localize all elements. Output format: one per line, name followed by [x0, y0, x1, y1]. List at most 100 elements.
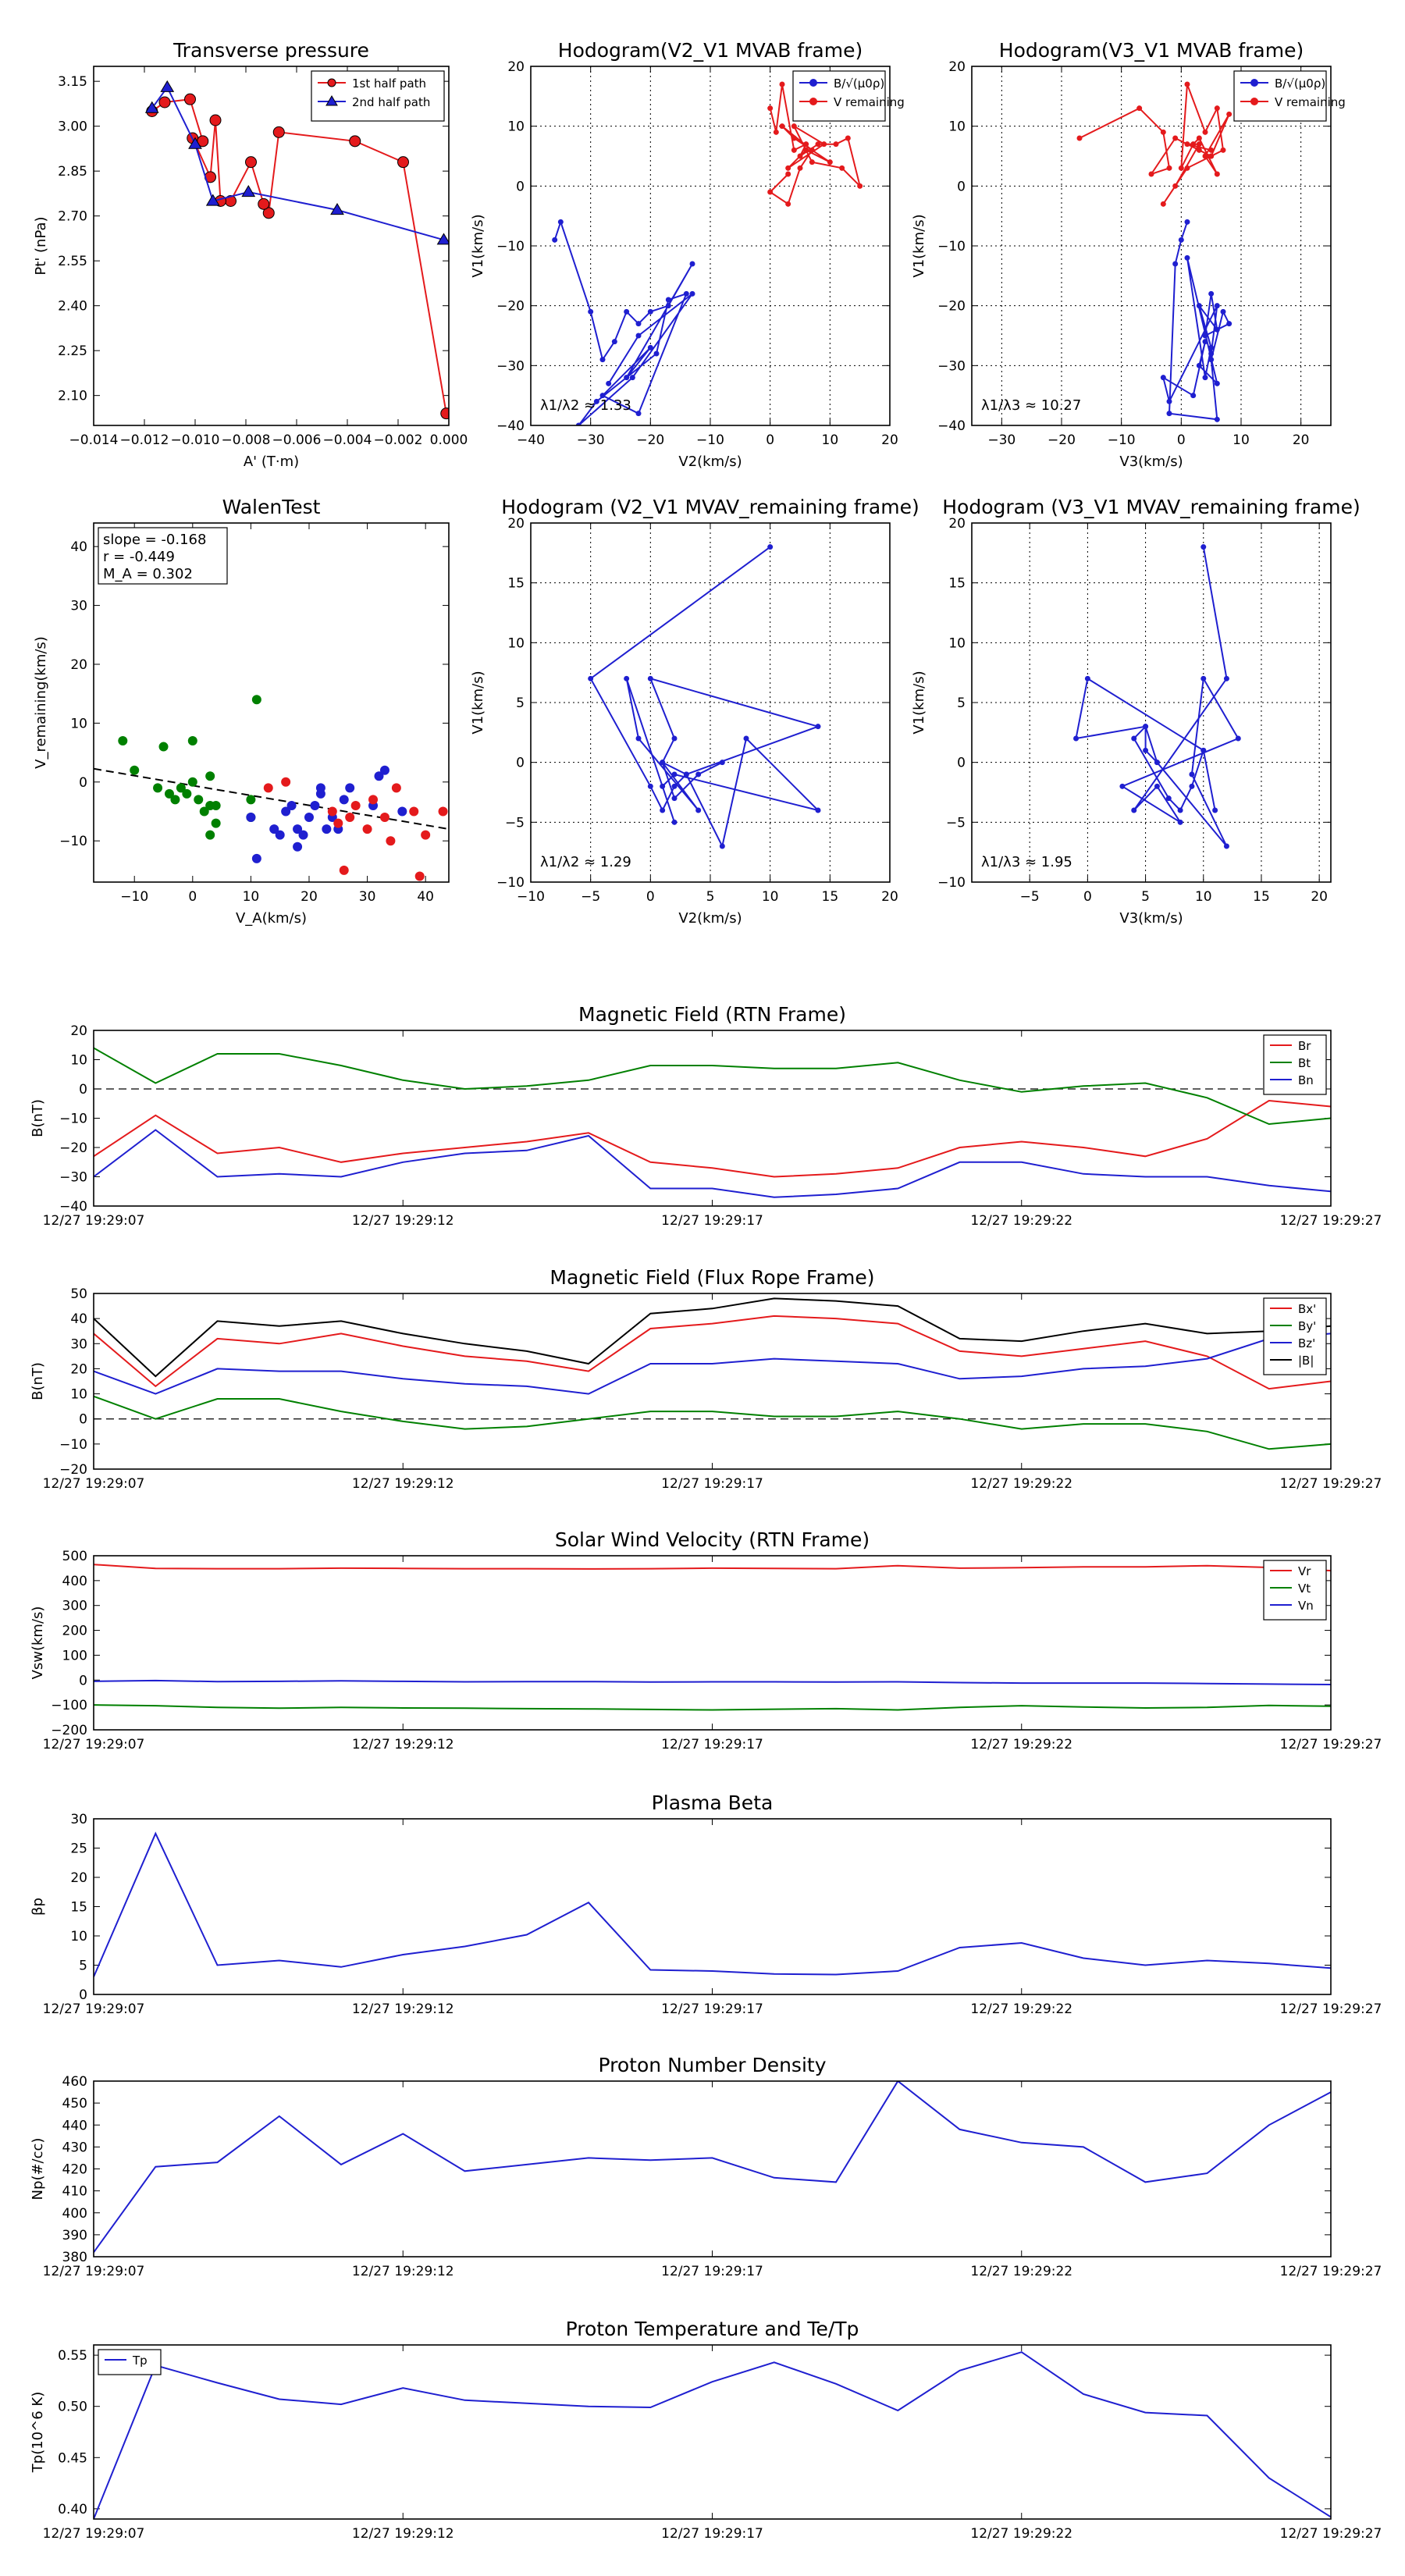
- hodogram_v2v1_mvav-ytick-label: 15: [507, 576, 525, 592]
- plasma_beta-xtick-label: 12/27 19:29:17: [661, 2001, 763, 2017]
- walen_test-point: [368, 795, 379, 805]
- plasma_beta-xtick-label: 12/27 19:29:22: [970, 2001, 1072, 2017]
- hodogram_v2v1_mvav-point: [743, 735, 749, 742]
- magnetic_field_fluxrope-ytick-label: 0: [79, 1412, 87, 1428]
- hodogram_v2v1_mvab-point: [653, 350, 660, 357]
- hodogram_v2v1_mvab-axes-frame: [530, 66, 891, 426]
- proton_temperature-chart: 0.40 0.45 0.50 0.55 12/27 19:29:07 12/27 19:2…: [30, 2318, 1382, 2542]
- hodogram_v2v1_mvab-point: [599, 393, 606, 399]
- hodogram_v3v1_mvav-point: [1235, 735, 1241, 742]
- hodogram_v3v1_mvav-point: [1189, 783, 1195, 789]
- transverse_pressure-point: [349, 135, 361, 148]
- walen_test-point: [327, 806, 337, 817]
- proton_density-ytick-label: 410: [62, 2184, 87, 2200]
- hodogram_v2v1_mvab-chart: −40 −30 −20 −10 0 10 20 −40 −30 −20 −10 0 10 20 V2(km/…: [470, 39, 905, 470]
- walen_test-point: [345, 783, 355, 793]
- transverse_pressure-point: [272, 126, 285, 138]
- hodogram_v3v1_mvab-point: [1196, 141, 1202, 148]
- plasma_beta-xtick-label: 12/27 19:29:07: [43, 2001, 145, 2017]
- plasma_beta-ylabel: βp: [30, 1898, 46, 1916]
- magnetic_field_rtn-xtick-label: 12/27 19:29:22: [970, 1213, 1072, 1229]
- magnetic_field_rtn-series-line-0: [94, 1099, 1331, 1178]
- hodogram_v3v1_mvav-point: [1177, 819, 1183, 825]
- hodogram_v3v1_mvab-annotation: λ1/λ3 ≈ 10.27: [981, 397, 1081, 414]
- transverse_pressure-legend-marker: [327, 78, 336, 87]
- hodogram_v2v1_mvav-ytick-label: 0: [516, 756, 525, 771]
- hodogram_v2v1_mvav-ytick-label: −5: [505, 815, 525, 831]
- hodogram_v2v1_mvav-point: [671, 783, 678, 789]
- hodogram_v2v1_mvab-point: [821, 141, 827, 148]
- transverse_pressure-axes-frame: [93, 66, 450, 426]
- hodogram_v3v1_mvab-point: [1160, 375, 1166, 381]
- hodogram_v2v1_mvab-point: [779, 81, 785, 87]
- magnetic_field_rtn-series-line-1: [94, 1047, 1331, 1126]
- walen_test-point: [414, 871, 425, 881]
- proton_temperature-legend-label: Tp: [132, 2354, 148, 2368]
- hodogram_v3v1_mvav-point: [1143, 724, 1149, 730]
- hodogram_v3v1_mvab-point: [1160, 129, 1166, 135]
- hodogram_v3v1_mvab-point: [1076, 135, 1083, 141]
- hodogram_v3v1_mvab-point: [1202, 333, 1208, 339]
- magnetic_field_rtn-ytick-label: −40: [59, 1199, 87, 1215]
- hodogram_v2v1_mvab-point: [809, 159, 815, 165]
- hodogram_v3v1_mvav-point: [1189, 771, 1195, 777]
- hodogram_v2v1_mvav-ytick-label: −10: [496, 875, 525, 891]
- hodogram_v3v1_mvav-xlabel: V3(km/s): [1119, 910, 1183, 927]
- magnetic_field_rtn-xtick-label: 12/27 19:29:12: [352, 1213, 454, 1229]
- walen_test-point: [246, 795, 256, 805]
- magnetic_field_rtn-ylabel: B(nT): [30, 1099, 46, 1137]
- walen_test-point: [187, 736, 197, 746]
- magnetic_field_fluxrope-ytick-label: 50: [70, 1286, 87, 1302]
- walen_test-xtick-label: 20: [301, 889, 318, 905]
- hodogram_v3v1_mvab-xtick-label: −20: [1048, 432, 1076, 448]
- transverse_pressure-ytick-label: 3.00: [58, 119, 87, 135]
- hodogram_v3v1_mvab-point: [1226, 321, 1232, 327]
- hodogram_v2v1_mvav-point: [635, 735, 642, 742]
- walen_test-point: [350, 800, 361, 810]
- solar_wind_velocity-ytick-label: −200: [51, 1723, 87, 1738]
- walen_test-point: [158, 742, 169, 752]
- hodogram_v2v1_mvab-ytick-label: 0: [516, 179, 525, 194]
- hodogram_v2v1_mvav-annotation: λ1/λ2 ≈ 1.29: [540, 854, 631, 870]
- hodogram_v3v1_mvav-title: Hodogram (V3_V1 MVAV_remaining frame): [942, 496, 1361, 518]
- hodogram_v3v1_mvav-xtick-label: 5: [1141, 889, 1150, 905]
- hodogram_v3v1_mvab-legend-marker: [1250, 98, 1258, 105]
- walen_test-point: [281, 777, 291, 787]
- hodogram_v3v1_mvab-point: [1214, 303, 1220, 309]
- hodogram_v3v1_mvav-point: [1131, 735, 1137, 742]
- hodogram_v3v1_mvav-point: [1212, 807, 1218, 813]
- walen_test-point: [304, 813, 314, 823]
- magnetic_field_fluxrope-title: Magnetic Field (Flux Rope Frame): [550, 1266, 874, 1289]
- magnetic_field_rtn-title: Magnetic Field (RTN Frame): [578, 1003, 846, 1026]
- walen_test-point: [153, 783, 163, 793]
- proton_density-ytick-label: 450: [62, 2096, 87, 2112]
- hodogram_v2v1_mvab-point: [606, 380, 612, 386]
- hodogram_v2v1_mvab-xlabel: V2(km/s): [678, 454, 742, 470]
- proton_density-ytick-label: 420: [62, 2162, 87, 2178]
- hodogram_v3v1_mvab-legend: [1233, 70, 1327, 122]
- hodogram_v3v1_mvav-point: [1165, 795, 1172, 802]
- magnetic_field_fluxrope-xtick-label: 12/27 19:29:17: [661, 1476, 763, 1492]
- hodogram_v2v1_mvab-legend-marker: [809, 98, 817, 105]
- hodogram_v3v1_mvab-point: [1202, 129, 1208, 135]
- magnetic_field_rtn-xtick-label: 12/27 19:29:27: [1280, 1213, 1382, 1229]
- hodogram_v2v1_mvab-point: [779, 123, 785, 130]
- walen_test-point: [345, 813, 355, 823]
- hodogram_v3v1_mvab-xtick-label: 20: [1293, 432, 1310, 448]
- solar_wind_velocity-series-line-0: [94, 1564, 1331, 1572]
- proton_density-xtick-label: 12/27 19:29:22: [970, 2264, 1072, 2279]
- walen_test-point: [205, 830, 215, 840]
- walen_test-fit-line: [94, 767, 449, 831]
- hodogram_v2v1_mvav-point: [683, 771, 689, 777]
- proton_density-xtick-label: 12/27 19:29:17: [661, 2264, 763, 2279]
- walen_test-point: [251, 695, 261, 705]
- hodogram_v2v1_mvab-ytick-label: −40: [496, 418, 525, 434]
- magnetic_field_fluxrope-ytick-label: 20: [70, 1361, 87, 1377]
- hodogram_v3v1_mvab-xtick-label: −30: [987, 432, 1016, 448]
- hodogram_v3v1_mvab-point: [1202, 153, 1208, 159]
- walen_test-point: [211, 800, 221, 810]
- transverse_pressure-chart: −0.014 −0.012 −0.010 −0.008 −0.006 −0.004 −0.0…: [33, 39, 468, 470]
- hodogram_v2v1_mvab-point: [593, 398, 599, 404]
- hodogram_v2v1_mvab-point: [635, 321, 642, 327]
- hodogram_v3v1_mvab-point: [1160, 201, 1166, 207]
